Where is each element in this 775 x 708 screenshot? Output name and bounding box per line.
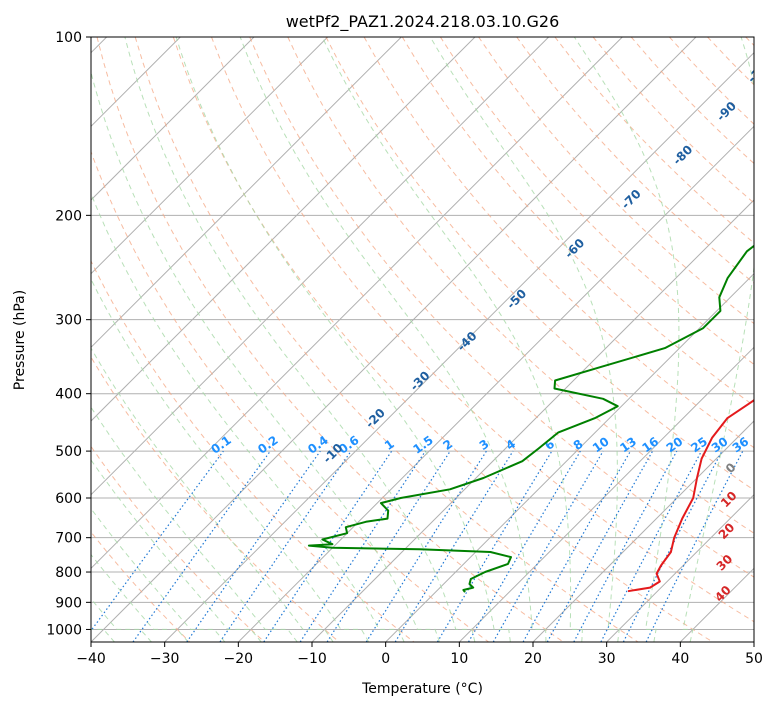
moist-adiabat-line [91, 70, 440, 642]
x-tick-label: 50 [745, 651, 763, 667]
isotherm-line [385, 272, 754, 642]
y-tick-label: 900 [55, 595, 82, 611]
isotherm-line [91, 37, 402, 349]
y-axis-ticks: 100 200 300 400 500 600 700 800 900 1000 [46, 30, 91, 638]
dry-adiabat-line [96, 37, 564, 642]
mixing-ratio-line [573, 450, 678, 642]
moist-adiabat-line [91, 278, 370, 642]
x-tick-label: −40 [76, 651, 106, 667]
mixing-ratio-line [546, 450, 654, 642]
moist-adiabat-line [91, 406, 298, 642]
mixing-ratio-line [263, 450, 393, 642]
moist-adiabat-line [91, 347, 334, 642]
moist-adiabat-line [91, 459, 262, 642]
isotherm-line [458, 346, 754, 642]
x-tick-label: 20 [524, 651, 542, 667]
isotherm-line [91, 37, 476, 422]
background-lines [91, 37, 754, 642]
x-tick-label: 10 [450, 651, 468, 667]
mixing-ratio-line [326, 450, 451, 642]
y-tick-label: 100 [55, 30, 82, 46]
dry-adiabat-label: -100 [745, 55, 775, 86]
mixing-ratio-line [299, 450, 426, 642]
isotherm-line [91, 37, 329, 275]
dewpoint-profile-line [307, 244, 754, 593]
x-tick-label: −20 [224, 651, 254, 667]
dry-adiabat-line [211, 37, 754, 623]
moist-adiabat-line [573, 37, 680, 642]
x-tick-label: 0 [381, 651, 390, 667]
mixing-ratio-line [219, 450, 352, 642]
y-tick-label: 800 [55, 565, 82, 581]
y-tick-label: 300 [55, 313, 82, 329]
chart-title: wetPf2_PAZ1.2024.218.03.10.G26 [286, 12, 560, 32]
mixing-ratio-line [645, 450, 744, 642]
isotherm-line [237, 125, 754, 642]
y-tick-label: 600 [55, 491, 82, 507]
dry-adiabat-line [325, 37, 754, 491]
y-tick-label: 500 [55, 444, 82, 460]
profile-series [307, 244, 754, 593]
y-axis-title: Pressure (hPa) [12, 290, 28, 390]
dry-adiabat-line [401, 37, 754, 407]
mixing-ratio-line [394, 450, 514, 642]
isotherm-line [606, 493, 754, 642]
plot-frame [90, 36, 755, 643]
dry-adiabat-line [172, 37, 713, 642]
temperature-profile-line [627, 399, 754, 593]
dry-adiabat-line [91, 150, 489, 642]
isotherm-line [91, 37, 550, 496]
moist-adiabat-line [124, 37, 476, 642]
x-axis-ticks: −40 −30 −20 −10 0 10 20 30 40 50 [76, 642, 763, 667]
x-axis-title: Temperature (°C) [361, 681, 483, 697]
dry-adiabat-line [134, 37, 639, 642]
x-tick-label: 30 [598, 651, 616, 667]
y-tick-label: 700 [55, 531, 82, 547]
isotherm-line [91, 37, 255, 201]
moist-adiabat-line [91, 192, 405, 642]
moist-adiabat-line [239, 37, 547, 642]
y-tick-label: 1000 [46, 622, 82, 638]
mixing-ratio-line [132, 450, 271, 642]
x-tick-label: 40 [671, 651, 689, 667]
dry-adiabat-line [363, 37, 754, 449]
moist-adiabat-line [321, 37, 583, 642]
moist-adiabat-line [429, 37, 620, 642]
isotherm-line [532, 420, 754, 642]
isotherm-line [753, 641, 754, 642]
isotherm-line [164, 51, 754, 642]
x-tick-label: −10 [297, 651, 327, 667]
dry-adiabat-line [249, 37, 754, 578]
y-tick-label: 200 [55, 208, 82, 224]
moist-adiabat-line [175, 37, 511, 642]
mixing-ratio-line [186, 450, 321, 642]
isotherm-line [91, 37, 623, 570]
mixing-ratio-line [522, 450, 632, 642]
isotherm-line [311, 199, 754, 642]
plot-background [91, 37, 754, 642]
mixing-ratio-line [91, 450, 224, 632]
y-tick-label: 400 [55, 387, 82, 403]
x-tick-label: −30 [150, 651, 180, 667]
dry-adiabat-line [91, 445, 265, 642]
